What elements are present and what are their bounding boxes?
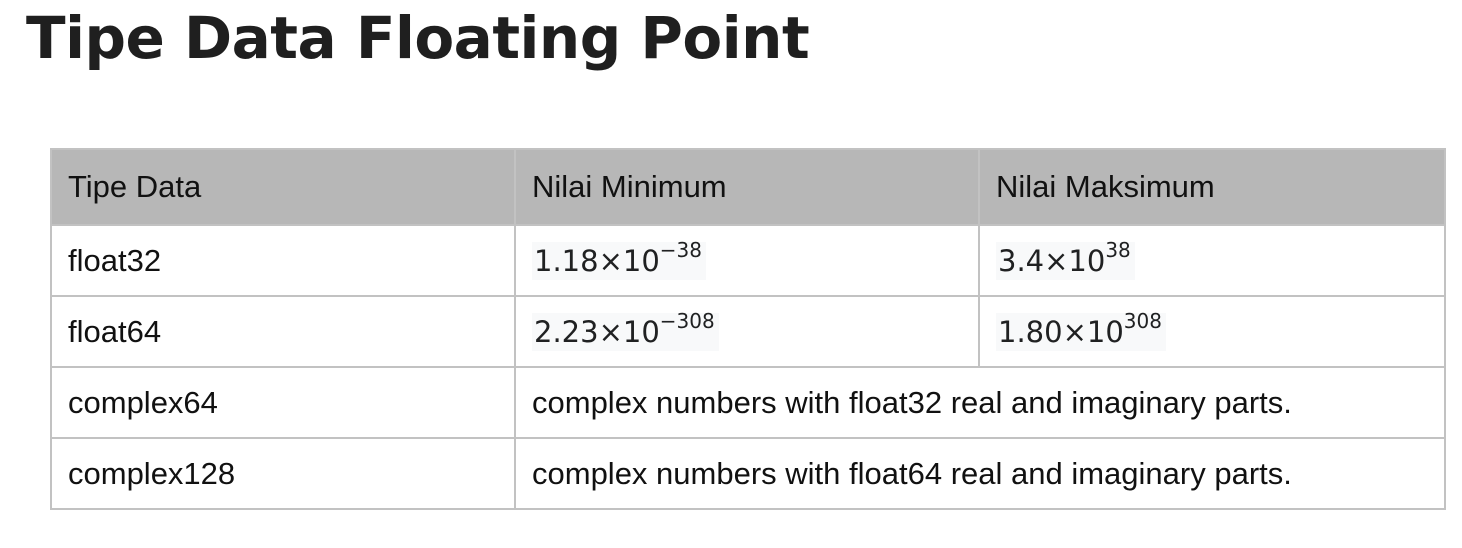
min-value-cell: 2.23×10−308 [514, 295, 980, 368]
mantissa: 3.4×10 [998, 243, 1106, 278]
table-row: complex128 complex numbers with float64 … [50, 437, 1446, 510]
page-title: Tipe Data Floating Point [26, 4, 810, 72]
exponent: 308 [1123, 308, 1162, 333]
min-value: 2.23×10−308 [532, 311, 719, 351]
table-header: Tipe Data Nilai Minimum Nilai Maksimum [50, 148, 1446, 226]
mantissa: 2.23×10 [534, 314, 660, 349]
column-header-min: Nilai Minimum [514, 148, 980, 226]
description-cell: complex numbers with float32 real and im… [514, 366, 1446, 439]
column-header-type: Tipe Data [50, 148, 516, 226]
min-value: 1.18×10−38 [532, 240, 706, 280]
max-value-cell: 1.80×10308 [978, 295, 1446, 368]
column-header-max: Nilai Maksimum [978, 148, 1446, 226]
table-row: float64 2.23×10−308 1.80×10308 [50, 295, 1446, 368]
table-body: float32 1.18×10−38 3.4×1038 float64 2.23… [50, 224, 1446, 510]
exponent: 38 [1105, 237, 1131, 262]
data-type-table: Tipe Data Nilai Minimum Nilai Maksimum f… [50, 148, 1446, 510]
exponent: −38 [659, 237, 702, 262]
mantissa: 1.18×10 [534, 243, 660, 278]
table-row: float32 1.18×10−38 3.4×1038 [50, 224, 1446, 297]
min-value-cell: 1.18×10−38 [514, 224, 980, 297]
max-value: 3.4×1038 [996, 240, 1135, 280]
exponent: −308 [659, 308, 715, 333]
max-value: 1.80×10308 [996, 311, 1166, 351]
table-row: complex64 complex numbers with float32 r… [50, 366, 1446, 439]
type-cell: float32 [50, 224, 516, 297]
type-cell: complex128 [50, 437, 516, 510]
mantissa: 1.80×10 [998, 314, 1124, 349]
max-value-cell: 3.4×1038 [978, 224, 1446, 297]
type-cell: float64 [50, 295, 516, 368]
description-cell: complex numbers with float64 real and im… [514, 437, 1446, 510]
type-cell: complex64 [50, 366, 516, 439]
header-row: Tipe Data Nilai Minimum Nilai Maksimum [50, 148, 1446, 226]
